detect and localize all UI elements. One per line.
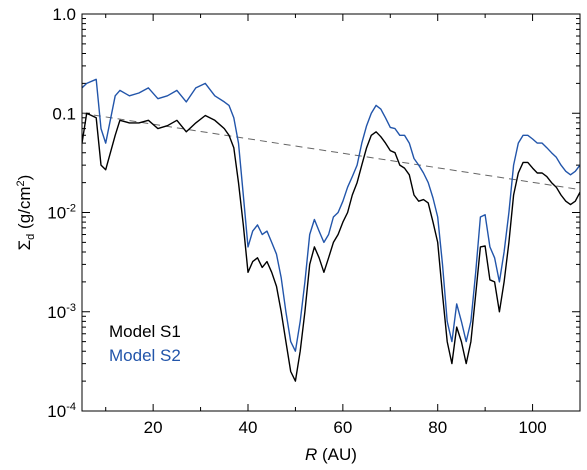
y-axis-title-sigma: Σ [15,240,34,251]
plot-frame [81,13,581,412]
series-layer [82,78,580,382]
legend-item-model-s2: Model S2 [109,346,181,365]
x-tick-label: 100 [518,418,546,437]
tick-labels: 20 40 60 80 100 1.0 0.1 10-2 10-3 10-4 [47,5,546,437]
y-tick-label: 10-2 [47,203,76,223]
x-axis-title: R (AU) [305,445,357,464]
y-tick-label: 0.1 [52,104,76,123]
x-tick-label: 60 [333,418,352,437]
legend: Model S1 Model S2 [109,322,181,365]
y-tick-label: 1.0 [52,5,76,24]
legend-item-model-s1: Model S1 [109,322,181,341]
x-tick-label: 80 [428,418,447,437]
y-tick-label: 10-4 [47,401,76,421]
y-axis-title-pre: (g/cm [15,186,34,233]
y-axis-title-sub: d [25,234,37,240]
y-axis-title-post: ) [15,175,34,181]
series-line-model-s1 [82,112,580,382]
series-line-model-s2 [82,78,580,352]
y-axis-title-sup: 2 [15,180,27,186]
reference-dashed-line [82,112,580,191]
x-axis-title-rest: (AU) [317,445,357,464]
y-tick-label: 10-3 [47,302,76,322]
y-axis-title: Σd (g/cm2) [15,175,37,251]
x-axis-title-italic: R [305,445,317,464]
x-tick-label: 40 [239,418,258,437]
x-tick-label: 20 [144,418,163,437]
